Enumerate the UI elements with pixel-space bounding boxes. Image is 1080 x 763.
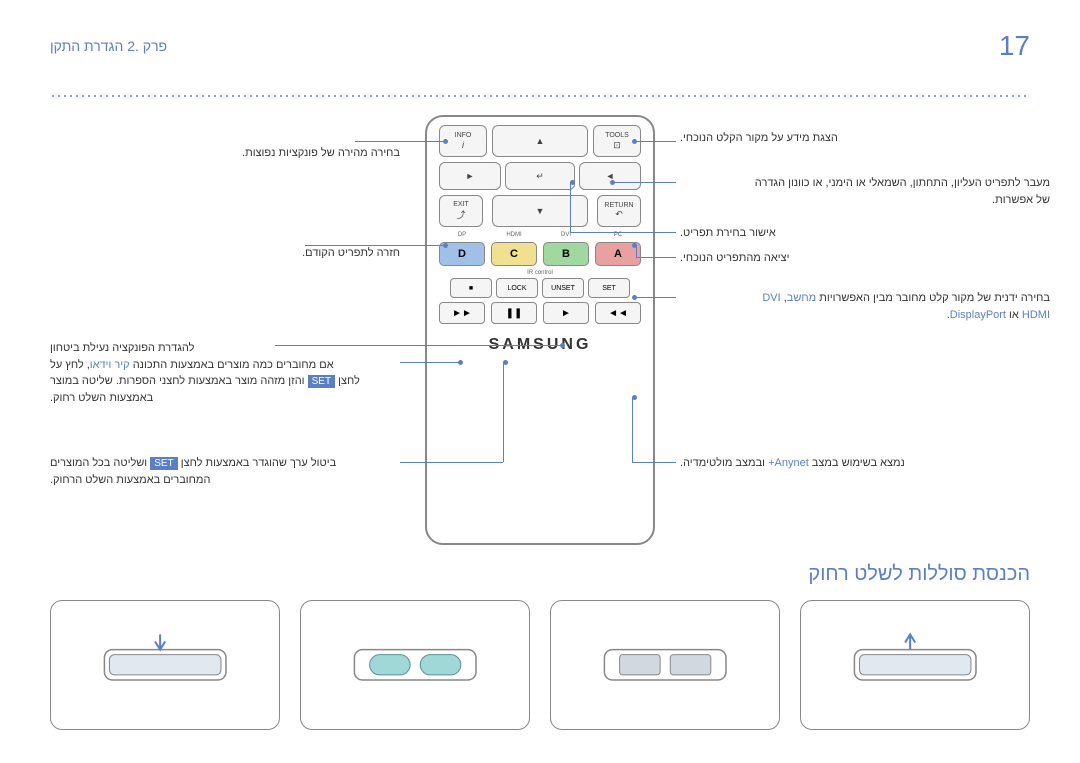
ir-label: IR control — [439, 270, 641, 276]
down-button: ▼ — [492, 195, 588, 227]
callout-line — [636, 245, 637, 257]
remote-diagram: TOOLS⊡ ▲ INFOi ◄ ↵ ► RETURN↶ ▼ EXIT⤴ PC … — [50, 115, 1030, 545]
battery-section-title: הכנסת סוללות לשלט רחוק — [808, 563, 1030, 586]
callout-line — [614, 182, 676, 183]
right-button: ► — [439, 162, 501, 190]
battery-step-2 — [550, 600, 780, 730]
callout-line — [400, 462, 503, 463]
callout-unset: ביטול ערך שהוגדר באמצעות לחצן SET ושליטה… — [50, 455, 400, 488]
callout-info: הצגת מידע על מקור הקלט הנוכחי. — [680, 130, 838, 147]
battery-step-3 — [300, 600, 530, 730]
callout-media: נמצא בשימוש במצב Anynet+ ובמצב מולטימדיה… — [680, 455, 905, 472]
callout-line — [570, 182, 571, 232]
callout-line — [636, 297, 676, 298]
callout-dot — [443, 139, 448, 144]
up-button: ▲ — [492, 125, 588, 157]
callout-ok: אישור בחירת תפריט. — [680, 225, 776, 242]
set-button: SET — [588, 278, 630, 298]
remote-control: TOOLS⊡ ▲ INFOi ◄ ↵ ► RETURN↶ ▼ EXIT⤴ PC … — [425, 115, 655, 545]
callout-line — [636, 141, 676, 142]
callout-line — [632, 462, 676, 463]
callout-line — [636, 257, 676, 258]
play-button: ► — [543, 302, 589, 324]
unset-button: UNSET — [542, 278, 584, 298]
callout-line — [355, 141, 443, 142]
forward-button: ►► — [439, 302, 485, 324]
rewind-button: ◄◄ — [595, 302, 641, 324]
chapter-title: פרק .2 הגדרת התקן — [50, 38, 167, 54]
callout-lock-set: להגדרת הפונקציה נעילת ביטחון אם מחוברים … — [50, 340, 400, 406]
callout-exit: יציאה מהתפריט הנוכחי. — [680, 250, 790, 267]
battery-step-4 — [50, 600, 280, 730]
callout-line — [570, 232, 676, 233]
callout-return: חזרה לתפריט הקודם. — [302, 245, 400, 262]
color-b-button: B — [543, 242, 589, 266]
lock-button: LOCK — [496, 278, 538, 298]
callout-dot — [443, 243, 448, 248]
battery-steps — [50, 600, 1030, 730]
callout-nav: מעבר לתפריט העליון, התחתון, השמאלי או הי… — [680, 175, 1050, 208]
stop-button: ■ — [450, 278, 492, 298]
pause-button: ❚❚ — [491, 302, 537, 324]
callout-line — [400, 362, 458, 363]
callout-dot — [458, 360, 463, 365]
callout-source: בחירה ידנית של מקור קלט מחובר מבין האפשר… — [680, 290, 1050, 323]
left-button: ◄ — [579, 162, 641, 190]
page-number: 17 — [999, 30, 1030, 62]
battery-step-1 — [800, 600, 1030, 730]
callout-line — [503, 362, 504, 462]
color-c-button: C — [491, 242, 537, 266]
callout-line — [632, 397, 633, 462]
callout-dot — [560, 343, 565, 348]
ok-button: ↵ — [505, 162, 575, 190]
exit-button: EXIT⤴ — [439, 195, 483, 227]
divider-dots — [50, 95, 1030, 97]
callout-tools: בחירה מהירה של פונקציות נפוצות. — [242, 145, 400, 162]
hdmi-label: HDMI — [491, 232, 537, 238]
return-button: RETURN↶ — [597, 195, 641, 227]
dp-label: DP — [439, 232, 485, 238]
